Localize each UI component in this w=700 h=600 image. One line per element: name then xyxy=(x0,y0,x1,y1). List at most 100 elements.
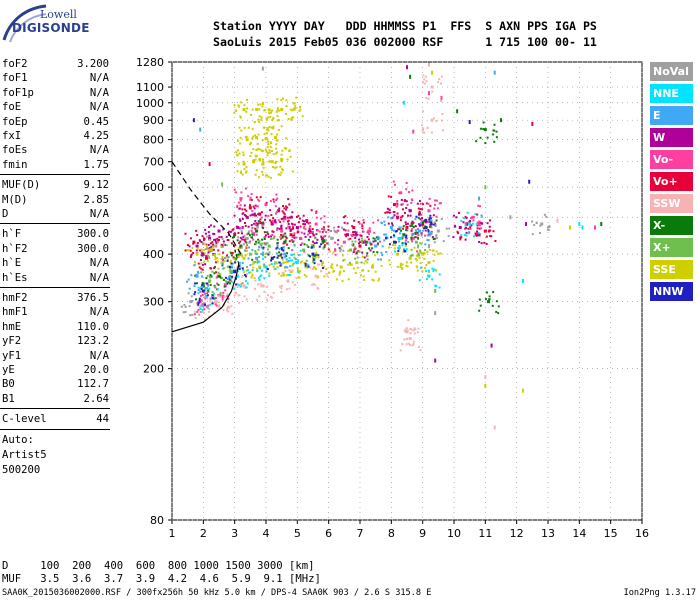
echo-speckle xyxy=(280,225,283,228)
echo-speckle xyxy=(295,236,298,239)
param-name: h`F xyxy=(2,228,22,241)
echo-speckle xyxy=(201,275,204,278)
echo-speckle xyxy=(280,253,283,256)
echo-speckle xyxy=(424,234,427,237)
echo-speckle xyxy=(293,234,296,237)
echo-speckle xyxy=(245,166,248,169)
echo-speckle xyxy=(322,241,325,244)
echo-speckle xyxy=(256,252,259,255)
echo-speckle xyxy=(253,222,256,225)
echo-speckle xyxy=(229,278,232,281)
echo-point xyxy=(195,252,199,256)
echo-speckle xyxy=(245,107,248,110)
echo-speckle xyxy=(289,259,292,262)
echo-speckle xyxy=(320,235,323,238)
echo-speckle xyxy=(260,246,263,249)
echo-speckle xyxy=(215,261,218,264)
echo-speckle xyxy=(414,232,417,235)
echo-speckle xyxy=(417,345,420,348)
echo-speckle xyxy=(386,207,389,210)
echo-point xyxy=(208,248,212,252)
echo-speckle xyxy=(460,219,463,222)
echo-speckle xyxy=(211,246,214,249)
echo-speckle xyxy=(273,166,276,169)
echo-speckle xyxy=(467,227,470,230)
param-row: h`F 300.0 xyxy=(2,228,109,242)
echo-speckle xyxy=(347,238,350,241)
echo-point xyxy=(399,236,403,240)
param-row: D N/A xyxy=(2,208,109,222)
echo-speckle xyxy=(339,248,342,251)
echo-speckle xyxy=(424,75,427,78)
echo-speckle xyxy=(420,232,423,235)
echo-speckle xyxy=(360,239,363,242)
echo-speckle xyxy=(281,149,284,152)
echo-speckle xyxy=(464,222,467,225)
echo-speckle xyxy=(280,234,283,237)
echo-speckle xyxy=(254,279,257,282)
echo-speckle xyxy=(280,171,283,174)
echo-speckle xyxy=(226,222,229,225)
echo-speckle xyxy=(285,208,288,211)
echo-speckle xyxy=(340,245,343,248)
echo-speckle xyxy=(303,243,306,246)
echo-speckle xyxy=(457,211,460,214)
echo-point xyxy=(273,136,277,140)
echo-point xyxy=(311,252,315,256)
echo-speckle xyxy=(187,248,190,251)
echo-speckle xyxy=(400,216,403,219)
echo-speckle xyxy=(412,221,415,224)
echo-speckle xyxy=(206,306,209,309)
echo-speckle xyxy=(302,214,305,217)
echo-speckle xyxy=(328,235,331,238)
echo-speckle xyxy=(354,240,357,243)
echo-speckle xyxy=(291,211,294,214)
echo-speckle xyxy=(303,220,306,223)
echo-speckle xyxy=(406,329,409,332)
echo-speckle xyxy=(264,174,267,177)
param-name: yF2 xyxy=(2,335,22,348)
echo-speckle xyxy=(419,241,422,244)
echo-speckle xyxy=(255,240,258,243)
echo-speckle xyxy=(320,243,323,246)
echo-speckle xyxy=(263,132,266,135)
echo-speckle xyxy=(276,262,279,265)
echo-speckle xyxy=(300,237,303,240)
echo-speckle xyxy=(309,221,312,224)
echo-speckle xyxy=(289,230,292,233)
echo-speckle xyxy=(392,243,395,246)
echo-speckle xyxy=(296,270,299,273)
echo-speckle xyxy=(261,150,264,153)
echo-speckle xyxy=(216,257,219,260)
echo-speckle xyxy=(240,246,243,249)
echo-speckle xyxy=(209,300,212,303)
echo-speckle xyxy=(207,231,210,234)
echo-speckle xyxy=(254,252,257,255)
echo-speckle xyxy=(358,222,361,225)
echo-point xyxy=(314,222,318,226)
echo-speckle xyxy=(430,221,433,224)
echo-speckle xyxy=(480,215,483,218)
echo-speckle xyxy=(319,217,322,220)
echo-speckle xyxy=(452,236,455,239)
echo-speckle xyxy=(396,199,399,202)
echo-speckle xyxy=(213,265,216,268)
echo-speckle xyxy=(337,225,340,228)
echo-speckle xyxy=(271,230,274,233)
echo-speckle xyxy=(241,232,244,235)
echo-speckle xyxy=(420,234,423,237)
echo-speckle xyxy=(222,243,225,246)
echo-speckle xyxy=(316,276,319,279)
echo-speckle xyxy=(244,249,247,252)
sparse-echo xyxy=(434,358,437,363)
echo-speckle xyxy=(380,251,383,254)
echo-speckle xyxy=(247,195,250,198)
echo-speckle xyxy=(259,282,262,285)
echo-speckle xyxy=(268,274,271,277)
echo-speckle xyxy=(207,244,210,247)
param-value: 9.12 xyxy=(83,179,109,192)
echo-point xyxy=(411,236,415,240)
echo-speckle xyxy=(239,199,242,202)
echo-speckle xyxy=(432,223,435,226)
echo-speckle xyxy=(271,233,274,236)
